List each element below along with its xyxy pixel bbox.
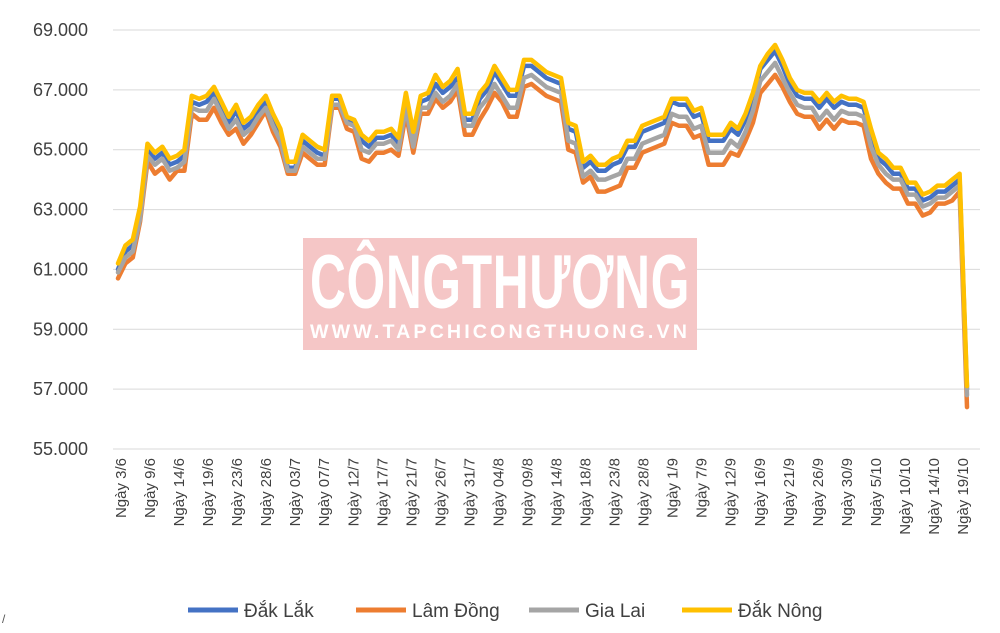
x-tick-label: Ngày 9/6 [142,458,159,518]
watermark: CÔNGTHƯƠNG WWW.TAPCHICONGTHUONG.VN [303,238,697,350]
x-tick-label: Ngày 1/9 [665,458,682,518]
y-tick-label: 59.000 [33,319,88,339]
x-tick-label: Ngày 17/7 [374,458,391,526]
x-tick-label: Ngày 19/10 [955,458,972,535]
x-tick-label: Ngày 14/8 [549,458,566,526]
series-line [115,60,970,398]
x-tick-label: Ngày 3/6 [113,458,130,518]
y-tick-label: 69.000 [33,20,88,40]
x-tick-label: Ngày 31/7 [461,458,478,526]
legend-label: Đắk Lắk [244,600,314,622]
legend: Đắk Lắk Lâm Đồng Gia Lai Đắk Nông [188,600,823,622]
x-tick-label: Ngày 07/7 [316,458,333,526]
x-tick-label: Ngày 12/9 [723,458,740,526]
x-tick-label: Ngày 26/9 [810,458,827,526]
y-tick-label: 67.000 [33,80,88,100]
x-tick-label: Ngày 03/7 [287,458,304,526]
series-line [115,48,970,392]
x-tick-label: Ngày 28/6 [258,458,275,526]
series-line [115,72,970,410]
x-tick-label: Ngày 12/7 [345,458,362,526]
x-tick-label: Ngày 10/10 [897,458,914,535]
series-line [115,42,970,389]
x-tick-label: Ngày 09/8 [519,458,536,526]
y-tick-label: 61.000 [33,259,88,279]
x-tick-label: Ngày 14/6 [171,458,188,526]
x-tick-label: Ngày 23/8 [607,458,624,526]
x-tick-label: Ngày 14/10 [926,458,943,535]
series-lines [115,42,970,410]
x-tick-label: Ngày 26/7 [432,458,449,526]
x-tick-label: Ngày 7/9 [694,458,711,518]
legend-label: Lâm Đồng [412,601,500,622]
y-tick-label: 65.000 [33,140,88,160]
y-tick-label: 63.000 [33,200,88,220]
x-tick-label: Ngày 18/8 [578,458,595,526]
x-tick-label: Ngày 5/10 [868,458,885,526]
y-axis-ticks: 55.000 57.000 59.000 61.000 63.000 65.000 67.0… [33,20,88,459]
legend-label: Gia Lai [585,601,645,622]
x-tick-label: Ngày 19/6 [200,458,217,526]
watermark-subtitle: WWW.TAPCHICONGTHUONG.VN [310,322,690,343]
x-tick-label: Ngày 21/7 [403,458,420,526]
watermark-title: CÔNGTHƯƠNG [310,240,690,325]
y-tick-label: 57.000 [33,379,88,399]
watermark-box [303,238,697,350]
x-tick-label: Ngày 16/9 [752,458,769,526]
legend-label: Đắk Nông [738,600,823,622]
x-tick-label: Ngày 04/8 [490,458,507,526]
x-tick-label: Ngày 30/9 [839,458,856,526]
y-tick-label: 55.000 [33,439,88,459]
x-axis-ticks: Ngày 3/6 Ngày 9/6 Ngày 14/6 Ngày 19/6 Ngày 2… [113,458,972,535]
x-tick-label: Ngày 28/8 [636,458,653,526]
x-tick-label: Ngày 21/9 [781,458,798,526]
x-tick-label: Ngày 23/6 [229,458,246,526]
corner-mark: / [2,612,6,626]
